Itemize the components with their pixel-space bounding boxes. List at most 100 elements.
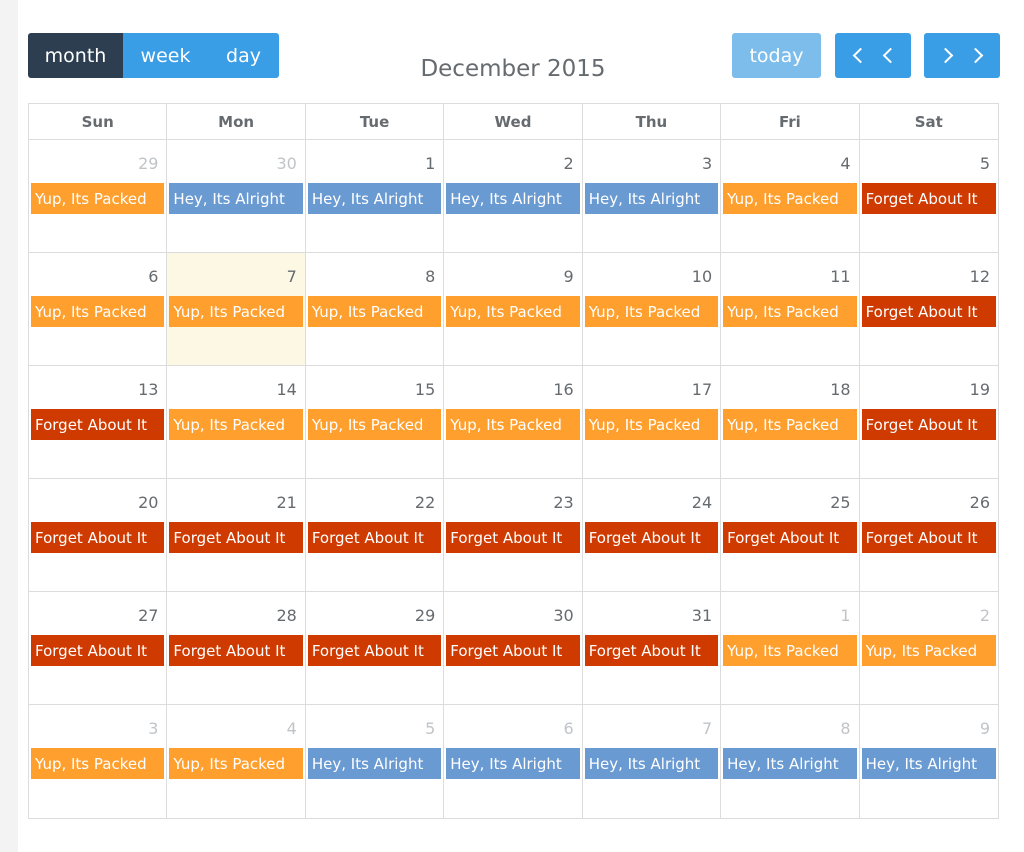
day-number[interactable]: 1 [840, 606, 851, 625]
day-number[interactable]: 31 [691, 606, 713, 625]
day-cell[interactable]: 27 Forget About It [29, 592, 168, 704]
event-forget[interactable]: Forget About It [31, 635, 165, 666]
event-forget[interactable]: Forget About It [31, 522, 165, 553]
day-number[interactable]: 8 [425, 267, 436, 286]
event-alright[interactable]: Hey, Its Alright [723, 748, 857, 779]
event-packed[interactable]: Yup, Its Packed [446, 296, 580, 327]
event-forget[interactable]: Forget About It [584, 522, 719, 553]
day-cell[interactable]: 24 Forget About It [583, 479, 722, 591]
day-number[interactable]: 15 [414, 380, 436, 399]
event-alright[interactable]: Hey, Its Alright [861, 748, 996, 779]
day-cell[interactable]: 6 Yup, Its Packed [29, 253, 168, 365]
day-cell[interactable]: 23 Forget About It [444, 479, 583, 591]
day-cell[interactable]: 18 Yup, Its Packed [721, 366, 860, 478]
day-number[interactable]: 29 [138, 154, 159, 173]
event-forget[interactable]: Forget About It [307, 635, 442, 666]
day-number[interactable]: 5 [979, 154, 990, 173]
day-cell[interactable]: 17 Yup, Its Packed [583, 366, 722, 478]
day-number[interactable]: 27 [138, 606, 159, 625]
day-cell[interactable]: 29 Yup, Its Packed [29, 140, 168, 252]
day-number[interactable]: 29 [414, 606, 436, 625]
event-forget[interactable]: Forget About It [861, 296, 996, 327]
day-number[interactable]: 11 [830, 267, 851, 286]
day-cell[interactable]: 2 Hey, Its Alright [444, 140, 583, 252]
day-number[interactable]: 14 [276, 380, 297, 399]
day-number[interactable]: 12 [969, 267, 990, 286]
prev-button[interactable] [835, 33, 911, 78]
event-packed[interactable]: Yup, Its Packed [861, 635, 996, 666]
event-alright[interactable]: Hey, Its Alright [446, 748, 580, 779]
day-cell[interactable]: 29 Forget About It [306, 592, 445, 704]
day-number[interactable]: 5 [425, 719, 436, 738]
today-button[interactable]: today [732, 33, 821, 78]
event-forget[interactable]: Forget About It [169, 635, 303, 666]
day-cell-today[interactable]: 7 Yup, Its Packed [167, 253, 306, 365]
day-number[interactable]: 19 [969, 380, 990, 399]
day-number[interactable]: 30 [276, 154, 297, 173]
day-cell[interactable]: 7 Hey, Its Alright [583, 705, 722, 818]
event-forget[interactable]: Forget About It [723, 522, 857, 553]
event-packed[interactable]: Yup, Its Packed [723, 296, 857, 327]
day-cell[interactable]: 16 Yup, Its Packed [444, 366, 583, 478]
day-cell[interactable]: 13 Forget About It [29, 366, 168, 478]
event-packed[interactable]: Yup, Its Packed [723, 183, 857, 214]
day-cell[interactable]: 25 Forget About It [721, 479, 860, 591]
day-number[interactable]: 18 [830, 380, 851, 399]
day-number[interactable]: 20 [138, 493, 159, 512]
day-number[interactable]: 3 [148, 719, 159, 738]
event-alright[interactable]: Hey, Its Alright [584, 748, 719, 779]
day-cell[interactable]: 28 Forget About It [167, 592, 306, 704]
day-number[interactable]: 26 [969, 493, 990, 512]
event-alright[interactable]: Hey, Its Alright [584, 183, 719, 214]
day-cell[interactable]: 9 Yup, Its Packed [444, 253, 583, 365]
day-cell[interactable]: 5 Hey, Its Alright [306, 705, 445, 818]
day-cell[interactable]: 5 Forget About It [860, 140, 998, 252]
next-button[interactable] [924, 33, 1000, 78]
event-packed[interactable]: Yup, Its Packed [584, 296, 719, 327]
day-cell[interactable]: 9 Hey, Its Alright [860, 705, 998, 818]
day-cell[interactable]: 6 Hey, Its Alright [444, 705, 583, 818]
event-packed[interactable]: Yup, Its Packed [307, 296, 442, 327]
day-cell[interactable]: 4 Yup, Its Packed [167, 705, 306, 818]
day-cell[interactable]: 8 Hey, Its Alright [721, 705, 860, 818]
day-number[interactable]: 8 [840, 719, 851, 738]
event-alright[interactable]: Hey, Its Alright [446, 183, 580, 214]
day-number[interactable]: 9 [979, 719, 990, 738]
event-forget[interactable]: Forget About It [446, 635, 580, 666]
event-forget[interactable]: Forget About It [307, 522, 442, 553]
event-alright[interactable]: Hey, Its Alright [307, 748, 442, 779]
day-cell[interactable]: 10 Yup, Its Packed [583, 253, 722, 365]
event-packed[interactable]: Yup, Its Packed [307, 409, 442, 440]
day-number[interactable]: 10 [691, 267, 713, 286]
day-cell[interactable]: 3 Yup, Its Packed [29, 705, 168, 818]
event-packed[interactable]: Yup, Its Packed [723, 409, 857, 440]
day-cell[interactable]: 22 Forget About It [306, 479, 445, 591]
day-number[interactable]: 24 [691, 493, 713, 512]
day-number[interactable]: 28 [276, 606, 297, 625]
day-cell[interactable]: 26 Forget About It [860, 479, 998, 591]
day-number[interactable]: 2 [563, 154, 574, 173]
day-number[interactable]: 17 [691, 380, 713, 399]
event-forget[interactable]: Forget About It [861, 522, 996, 553]
event-packed[interactable]: Yup, Its Packed [31, 183, 165, 214]
day-number[interactable]: 2 [979, 606, 990, 625]
day-cell[interactable]: 1 Yup, Its Packed [721, 592, 860, 704]
day-number[interactable]: 6 [563, 719, 574, 738]
event-packed[interactable]: Yup, Its Packed [446, 409, 580, 440]
day-cell[interactable]: 4 Yup, Its Packed [721, 140, 860, 252]
event-packed[interactable]: Yup, Its Packed [169, 296, 303, 327]
day-cell[interactable]: 19 Forget About It [860, 366, 998, 478]
day-cell[interactable]: 20 Forget About It [29, 479, 168, 591]
day-cell[interactable]: 8 Yup, Its Packed [306, 253, 445, 365]
event-packed[interactable]: Yup, Its Packed [584, 409, 719, 440]
day-cell[interactable]: 1 Hey, Its Alright [306, 140, 445, 252]
event-forget[interactable]: Forget About It [169, 522, 303, 553]
day-cell[interactable]: 30 Forget About It [444, 592, 583, 704]
day-number[interactable]: 30 [553, 606, 574, 625]
event-forget[interactable]: Forget About It [861, 183, 996, 214]
event-packed[interactable]: Yup, Its Packed [169, 748, 303, 779]
day-cell[interactable]: 21 Forget About It [167, 479, 306, 591]
day-number[interactable]: 16 [553, 380, 574, 399]
day-cell[interactable]: 30 Hey, Its Alright [167, 140, 306, 252]
day-cell[interactable]: 2 Yup, Its Packed [860, 592, 998, 704]
